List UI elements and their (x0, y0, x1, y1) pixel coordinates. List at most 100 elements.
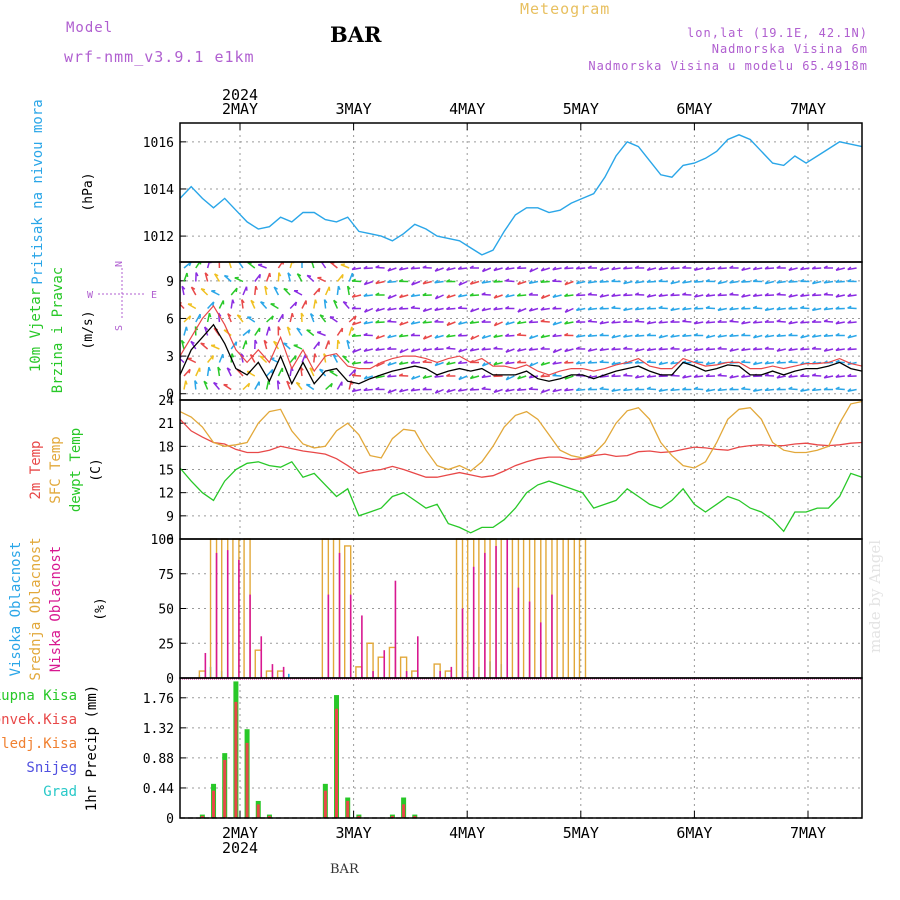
wind-arrow-head (337, 339, 341, 344)
wind-arrow-head (505, 376, 510, 381)
wind-arrow-head (363, 265, 368, 270)
wind-arrow-head (764, 346, 769, 350)
wind-arrow-head (387, 373, 392, 378)
wind-arrow-head (705, 320, 710, 324)
wind-arrow-head (646, 279, 651, 283)
wind-arrow-head (224, 274, 229, 278)
wind-arrow-head (752, 278, 758, 283)
wind-arrow-head (764, 280, 769, 285)
wind-arrow-head (670, 387, 675, 392)
temp-unit: (C) (89, 458, 104, 481)
wind-arrow-head (575, 387, 580, 392)
wind-arrow-head (363, 387, 368, 392)
wind-arrow-head (505, 293, 510, 298)
wind-arrow-head (422, 265, 427, 269)
wind-arrow-head (296, 381, 301, 385)
wind-arrow-head (422, 374, 427, 379)
wind-arrow-head (729, 347, 734, 352)
wind-arrow-head (776, 387, 781, 391)
wind-arrow-head (351, 272, 354, 278)
wind-arrow-head (319, 314, 325, 318)
wind-arrow-head (398, 388, 403, 393)
precip-legend-item: Snijeg (26, 760, 77, 776)
model-altitude: Nadmorska Visina u modelu 65.4918m (588, 59, 868, 73)
wind-arrow-head (646, 347, 651, 352)
wind-arrow-head (363, 375, 368, 380)
wind-arrow-head (434, 362, 439, 367)
wind-arrow-head (347, 285, 351, 290)
wind-arrow-head (310, 313, 315, 317)
wind-arrow-head (241, 299, 245, 304)
wind-arrow-head (375, 386, 380, 391)
wind-arrow-head (729, 306, 734, 311)
wind-arrow-head (318, 288, 321, 293)
wind-arrow-head (457, 293, 462, 298)
wind-arrow-head (705, 373, 710, 377)
wind-arrow-head (764, 265, 769, 270)
wind-arrow-head (235, 341, 238, 346)
wind-arrow-head (250, 299, 255, 304)
y-tick-label: 50 (158, 603, 174, 618)
wind-arrow-head (752, 334, 757, 339)
wind-arrow-head (267, 380, 271, 385)
wind-arrow-head (528, 347, 533, 351)
y-tick-label: 0.44 (143, 782, 174, 797)
precip-ylabel: 1hr Precip (mm) (84, 685, 100, 811)
wind-arrow-head (286, 380, 291, 385)
wind-arrow-head (309, 367, 314, 371)
wind-arrow-head (717, 333, 722, 338)
wind-arrow-head (363, 348, 368, 352)
convective-rain-bar (390, 815, 394, 818)
wind-arrow (237, 262, 244, 269)
wind-arrow-head (776, 292, 781, 296)
wind-arrow-head (540, 373, 545, 378)
mid-cloud-bar (444, 670, 453, 678)
wind-arrow-head (717, 292, 722, 297)
top-axis-label: 7MAY (790, 100, 826, 118)
wind-arrow-head (847, 373, 852, 377)
wind-arrow-head (516, 320, 521, 325)
wind-arrow-head (693, 386, 699, 390)
wind-arrow-head (693, 293, 698, 298)
wind-arrow-head (422, 359, 427, 363)
y-tick-label: 100 (151, 533, 174, 548)
wind-arrow-head (599, 386, 604, 390)
wind-arrow-head (752, 361, 757, 366)
wind-arrow-head (682, 333, 687, 337)
wind-arrow-head (764, 307, 769, 311)
wind-arrow-head (564, 281, 569, 286)
wind-arrow-head (387, 306, 392, 311)
wind-arrow-head (446, 361, 451, 366)
wind-arrow-head (351, 306, 356, 310)
wind-arrow-head (264, 285, 269, 290)
y-tick-label: 0 (166, 672, 174, 687)
wind-arrow-head (351, 278, 356, 282)
wind-arrow-head (764, 333, 769, 338)
wind-arrow-head (776, 374, 781, 379)
wind-arrow-head (764, 319, 769, 323)
wind-arrow-head (741, 332, 746, 337)
wind-arrow-head (458, 375, 462, 380)
compass-w: W (87, 290, 94, 301)
wind-arrow-head (422, 387, 427, 391)
wind-arrow-head (788, 267, 793, 271)
wind-arrow-head (788, 386, 793, 390)
wind-arrow-head (505, 348, 510, 353)
wind-arrow-head (342, 355, 347, 358)
wind-arrow-head (481, 292, 486, 296)
wind-arrow-head (729, 374, 734, 379)
wind-arrow-head (314, 353, 317, 358)
y-tick-label: 24 (158, 394, 174, 409)
wind-arrow-head (529, 362, 533, 367)
wind-arrow-head (552, 306, 557, 310)
panel-frame (179, 677, 863, 819)
wind-arrow-head (516, 360, 522, 364)
wind-arrow-head (505, 305, 510, 310)
wind-arrow-head (327, 340, 331, 345)
wind-arrow (180, 303, 185, 310)
wind-arrow-head (516, 293, 521, 297)
wind-arrow-head (575, 333, 580, 338)
wind-arrow-head (823, 319, 828, 323)
wind-arrow-head (705, 361, 710, 366)
wind-arrow-head (457, 321, 462, 325)
